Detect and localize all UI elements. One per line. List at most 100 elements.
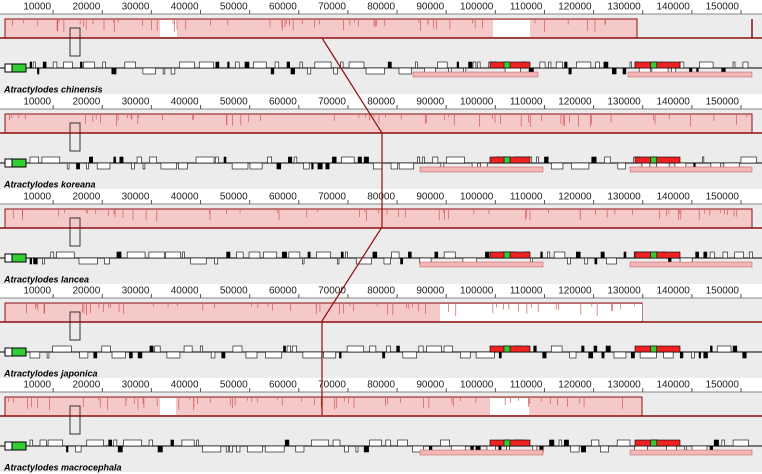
tick-label: 60000 [269,97,297,108]
gene-green [650,345,658,353]
gene [539,61,546,69]
gene [472,61,477,69]
lcb-block [4,18,638,39]
gene [732,439,749,447]
gene [111,67,117,75]
gene [182,251,185,259]
gene [695,251,699,259]
gene [113,156,116,164]
gene [498,351,502,359]
gene [616,439,631,447]
tick-label: 110000 [510,2,543,13]
gene [276,162,282,170]
gene [355,257,372,265]
gene [591,439,600,447]
gene [244,61,250,69]
gene [33,257,38,265]
gene [160,162,177,170]
tick-label: 130000 [607,2,641,13]
gene [553,251,566,259]
gene [630,351,635,359]
lcb-block [4,113,753,134]
tick-label: 120000 [558,286,592,297]
gene [432,156,439,164]
gene [165,251,182,259]
gene [639,351,657,359]
ir-region [629,166,753,173]
gene [314,61,332,69]
gene [600,251,605,259]
tick-label: 50000 [220,2,248,13]
ir-region [627,71,753,78]
gene [372,251,378,259]
gene [426,345,442,353]
gene [701,156,705,164]
gene [303,162,310,170]
tick-label: 150000 [706,286,740,297]
gene [29,61,32,69]
gene [181,439,195,447]
lcb-gap [440,304,642,321]
tick-label: 80000 [367,286,395,297]
gene [594,257,598,265]
gene [89,156,94,164]
gene [357,156,362,164]
gene [570,445,580,453]
gene-rrna [11,253,27,263]
gene [116,251,122,259]
gene [593,345,598,353]
gene [302,351,322,359]
gene [288,251,301,259]
gene [223,156,227,164]
gene [613,351,627,359]
gene [569,351,577,359]
tick-label: 30000 [122,97,150,108]
species-name: Atractylodes koreana [3,179,96,189]
gene [286,345,291,353]
gene [263,251,278,259]
tick-label: 140000 [656,192,690,203]
gene [468,61,473,69]
gene [283,345,286,353]
ir-region [419,449,544,456]
tick-label: 50000 [220,192,248,203]
gene-rrna [11,158,27,168]
tick-label: 40000 [171,380,199,391]
tick-label: 70000 [318,286,346,297]
tick-label: 140000 [656,2,690,13]
tick-label: 30000 [122,380,150,391]
ir-box [69,405,81,435]
gene [37,67,40,75]
gene [52,345,72,353]
gene-red [634,345,681,353]
gene [63,61,73,69]
gene [235,445,241,453]
gene-red [634,61,681,69]
gene [190,257,207,265]
gene [397,439,408,447]
gene [93,351,98,359]
tick-label: 150000 [706,97,740,108]
species-name: Atractylodes japonica [3,368,98,378]
gene [170,439,174,447]
tick-label: 20000 [72,192,100,203]
tick-label: 140000 [656,286,690,297]
tick-label: 20000 [72,286,100,297]
gene [299,61,303,69]
gene [170,67,176,75]
gene-green [503,345,511,353]
gene [742,351,747,359]
gene [344,445,349,453]
gene [332,156,337,164]
gene [307,67,312,75]
gene [42,61,47,69]
gene [386,345,391,353]
gene [398,162,414,170]
gene [742,61,749,69]
gene [264,445,285,453]
gene [148,439,153,447]
gene [382,351,386,359]
tick-label: 40000 [171,2,199,13]
gene [142,162,146,170]
